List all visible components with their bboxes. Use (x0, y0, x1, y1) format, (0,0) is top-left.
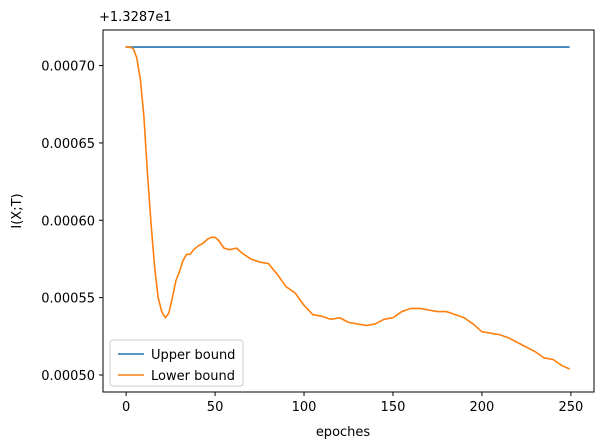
y-axis-title: I(X;T) (10, 193, 25, 228)
x-tick-label: 250 (558, 400, 583, 415)
x-tick-label: 50 (207, 400, 224, 415)
y-tick-label: 0.00070 (41, 60, 95, 75)
y-offset-label: +1.3287e1 (99, 10, 172, 25)
legend-label: Upper bound (151, 348, 235, 363)
plot-area-background (103, 30, 594, 392)
x-tick-label: 0 (122, 400, 130, 415)
plot-area-frame (102, 29, 595, 393)
legend-label: Lower bound (151, 369, 235, 384)
x-tick-label: 200 (470, 400, 495, 415)
y-tick-label: 0.00065 (41, 137, 95, 152)
series-line-lower-bound (125, 46, 570, 370)
x-tick-label: 100 (292, 400, 317, 415)
x-axis-title: epoches (316, 425, 371, 440)
y-tick-label: 0.00055 (41, 292, 95, 307)
y-tick-label: 0.00060 (41, 214, 95, 229)
y-tick-label: 0.00050 (41, 369, 95, 384)
x-tick-label: 150 (381, 400, 406, 415)
chart-marks: 0 50 100 150 200 250 0.00050 0.00055 0.00060 0.00… (41, 46, 583, 415)
